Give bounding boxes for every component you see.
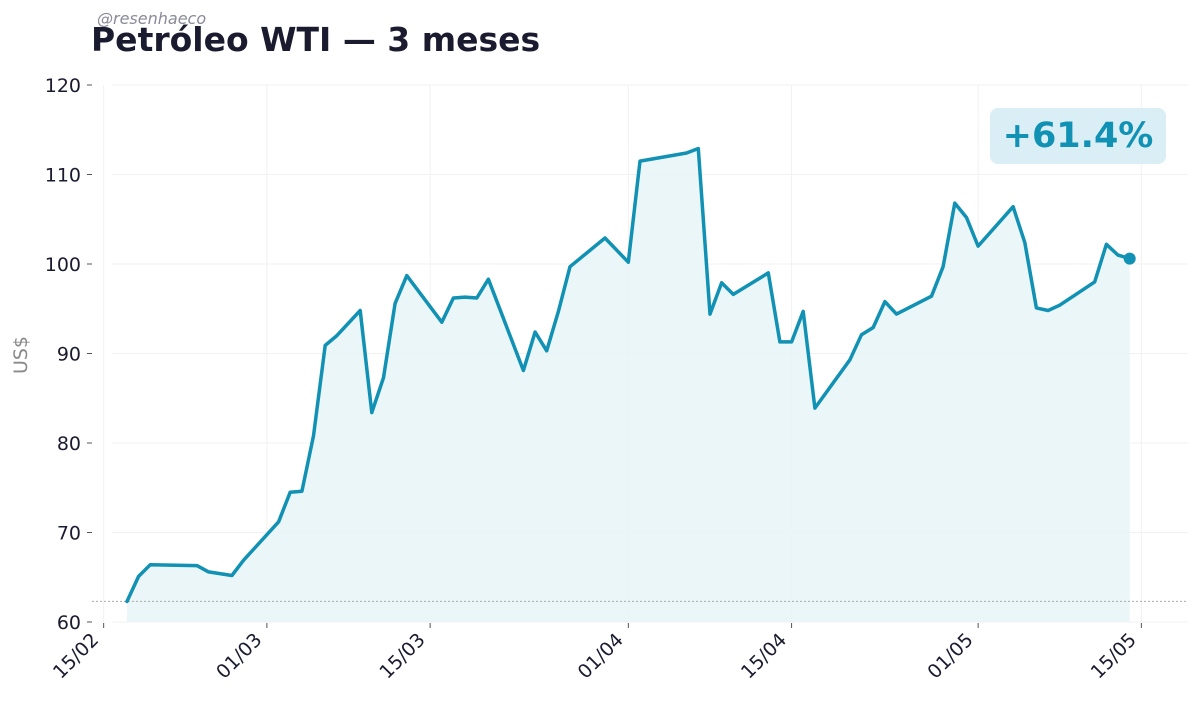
data-point — [521, 369, 525, 373]
data-point — [871, 326, 875, 330]
x-tick-label: 15/05 — [1087, 629, 1141, 683]
data-point — [533, 330, 537, 334]
data-point — [1023, 241, 1027, 245]
data-point — [1034, 306, 1038, 310]
data-point — [860, 333, 864, 337]
data-point — [382, 376, 386, 380]
y-tick-label: 60 — [57, 612, 81, 634]
data-point — [848, 358, 852, 362]
data-point — [451, 296, 455, 300]
data-point — [405, 274, 409, 278]
data-point — [976, 244, 980, 248]
y-tick-label: 70 — [57, 523, 81, 545]
data-point — [393, 301, 397, 305]
data-point — [300, 489, 304, 493]
y-tick-label: 110 — [45, 165, 81, 187]
data-point — [335, 334, 339, 338]
data-point — [288, 490, 292, 494]
data-point — [125, 599, 129, 603]
data-point — [720, 281, 724, 285]
data-point — [813, 406, 817, 410]
data-point — [370, 411, 374, 415]
data-point — [1104, 242, 1108, 246]
data-point — [486, 277, 490, 281]
data-point — [626, 260, 630, 264]
x-tick-label: 01/05 — [923, 629, 977, 683]
data-point — [137, 574, 141, 578]
data-point — [556, 309, 560, 313]
data-point — [148, 563, 152, 567]
y-tick-label: 120 — [45, 75, 81, 97]
x-tick-label: 15/02 — [49, 629, 103, 683]
x-tick-label: 01/04 — [574, 629, 628, 683]
data-point — [941, 265, 945, 269]
data-point — [1093, 280, 1097, 284]
data-point — [603, 236, 607, 240]
data-point — [312, 434, 316, 438]
watermark: @resenhaeco — [97, 9, 207, 28]
data-point — [568, 265, 572, 269]
change-badge: +61.4% — [990, 108, 1166, 164]
price-line — [125, 146, 1132, 604]
data-point — [895, 312, 899, 316]
data-point — [440, 320, 444, 324]
data-point — [790, 340, 794, 344]
data-point — [358, 309, 362, 313]
x-tick-label: 01/03 — [212, 629, 266, 683]
data-point — [708, 312, 712, 316]
data-point — [801, 309, 805, 313]
data-point — [207, 570, 211, 574]
data-point — [1046, 309, 1050, 313]
data-point — [1058, 303, 1062, 307]
data-point — [463, 295, 467, 299]
x-tick-label: 15/03 — [375, 629, 429, 683]
data-point — [323, 343, 327, 347]
data-point — [953, 201, 957, 205]
data-point — [475, 296, 479, 300]
data-point — [638, 159, 642, 163]
data-point — [883, 300, 887, 304]
price-area-fill — [127, 148, 1130, 622]
data-point — [731, 292, 735, 296]
data-point — [1116, 253, 1120, 257]
data-point — [766, 271, 770, 275]
last-value-marker — [1123, 252, 1136, 265]
y-tick-label: 100 — [45, 254, 81, 276]
data-point — [242, 558, 246, 562]
data-point — [930, 294, 934, 298]
data-point — [685, 151, 689, 155]
data-point — [965, 216, 969, 220]
y-tick-label: 80 — [57, 433, 81, 455]
data-point — [230, 574, 234, 578]
data-point — [277, 520, 281, 524]
data-point — [545, 349, 549, 353]
y-tick-label: 90 — [57, 344, 81, 366]
x-tick-label: 15/04 — [737, 629, 791, 683]
data-point — [1011, 205, 1015, 209]
chart-title: Petróleo WTI — 3 meses — [91, 20, 541, 59]
data-point — [195, 564, 199, 568]
data-point — [778, 340, 782, 344]
data-point — [696, 147, 700, 151]
